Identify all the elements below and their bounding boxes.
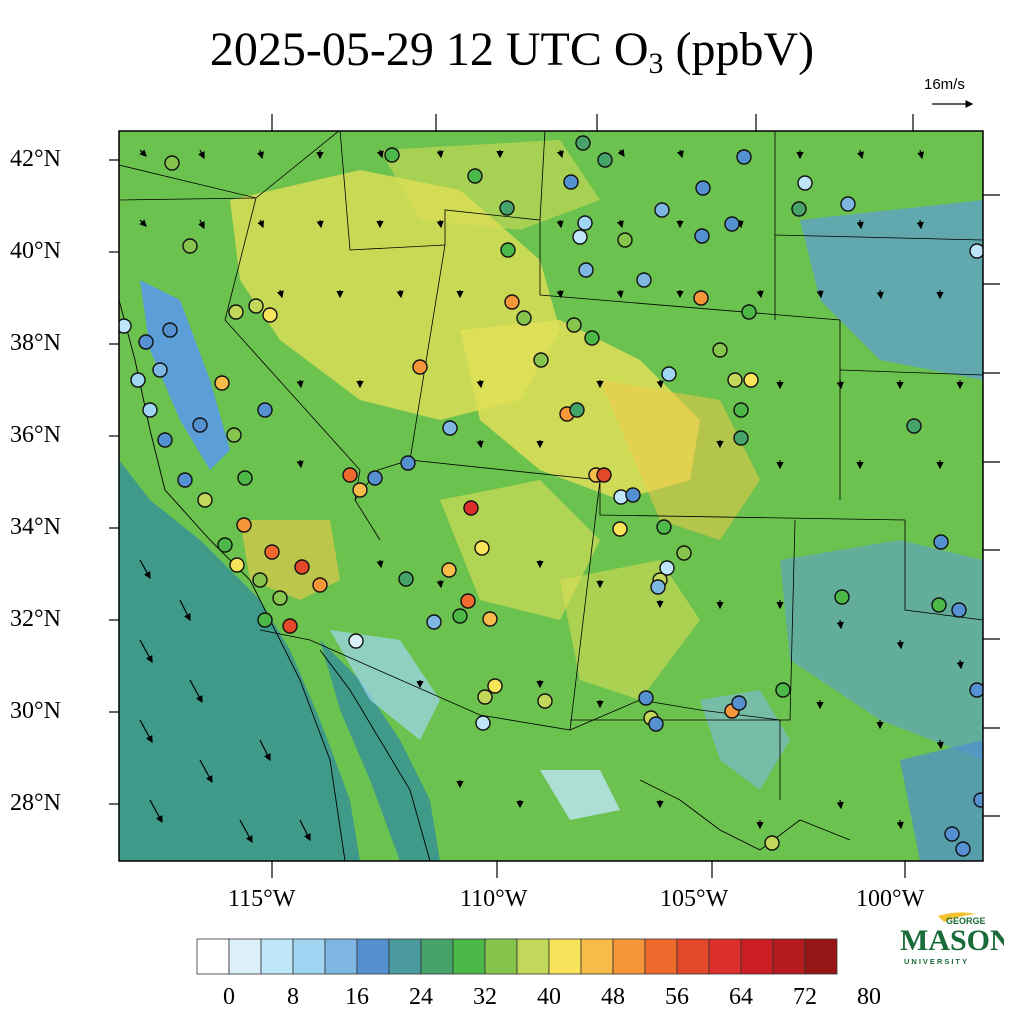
wind-vectors (139, 149, 964, 844)
lat-label: 28°N (10, 790, 61, 816)
lat-label: 32°N (10, 606, 61, 632)
svg-text:MASON: MASON (900, 924, 1004, 957)
lon-label: 100°W (856, 886, 925, 912)
lat-label: 36°N (10, 422, 61, 448)
colorbar-tick-label: 24 (409, 984, 433, 1010)
lat-label: 40°N (10, 238, 61, 264)
colorbar-tick-label: 48 (601, 984, 625, 1010)
map-field (119, 131, 983, 861)
colorbar-swatch (356, 938, 390, 975)
colorbar-tick-label: 8 (287, 984, 299, 1010)
colorbar-swatch (772, 938, 806, 975)
colorbar-tick-label: 0 (223, 984, 235, 1010)
monitor-stations (119, 135, 983, 857)
colorbar-swatch (740, 938, 774, 975)
colorbar-swatch (804, 938, 838, 975)
colorbar-tick-label: 32 (473, 984, 497, 1010)
colorbar-swatch (324, 938, 358, 975)
colorbar-tick-label: 56 (665, 984, 689, 1010)
colorbar-swatch (452, 938, 486, 975)
lon-label: 115°W (228, 886, 296, 912)
colorbar-tick-label: 64 (729, 984, 753, 1010)
lat-label: 38°N (10, 330, 61, 356)
colorbar-swatch (676, 938, 710, 975)
colorbar-tick-label: 40 (537, 984, 561, 1010)
colorbar-swatch (292, 938, 326, 975)
colorbar-swatch (708, 938, 742, 975)
colorbar-swatch (644, 938, 678, 975)
colorbar-swatch (516, 938, 550, 975)
colorbar-swatch (548, 938, 582, 975)
colorbar-swatch (484, 938, 518, 975)
lat-label: 42°N (10, 146, 61, 172)
svg-text:UNIVERSITY: UNIVERSITY (904, 957, 969, 966)
lon-label: 110°W (460, 886, 528, 912)
colorbar-tick-label: 80 (857, 984, 881, 1010)
colorbar-tick-label: 16 (345, 984, 369, 1010)
lat-label: 34°N (10, 514, 61, 540)
colorbar (196, 938, 838, 975)
colorbar-swatch (420, 938, 454, 975)
colorbar-swatch (260, 938, 294, 975)
map-title: 2025-05-29 12 UTC O3 (ppbV) (209, 23, 815, 80)
colorbar-swatch (196, 938, 230, 975)
colorbar-tick-label: 72 (793, 984, 817, 1010)
wind-reference-label: 16m/s (924, 76, 965, 93)
lon-label: 105°W (660, 886, 729, 912)
axis-ticks (109, 114, 1000, 878)
gmu-logo: GEORGE MASON UNIVERSITY (900, 912, 1004, 966)
colorbar-swatch (228, 938, 262, 975)
colorbar-swatch (612, 938, 646, 975)
lat-label: 30°N (10, 698, 61, 724)
svg-text:GEORGE: GEORGE (946, 916, 986, 926)
colorbar-swatch (388, 938, 422, 975)
colorbar-swatch (580, 938, 614, 975)
